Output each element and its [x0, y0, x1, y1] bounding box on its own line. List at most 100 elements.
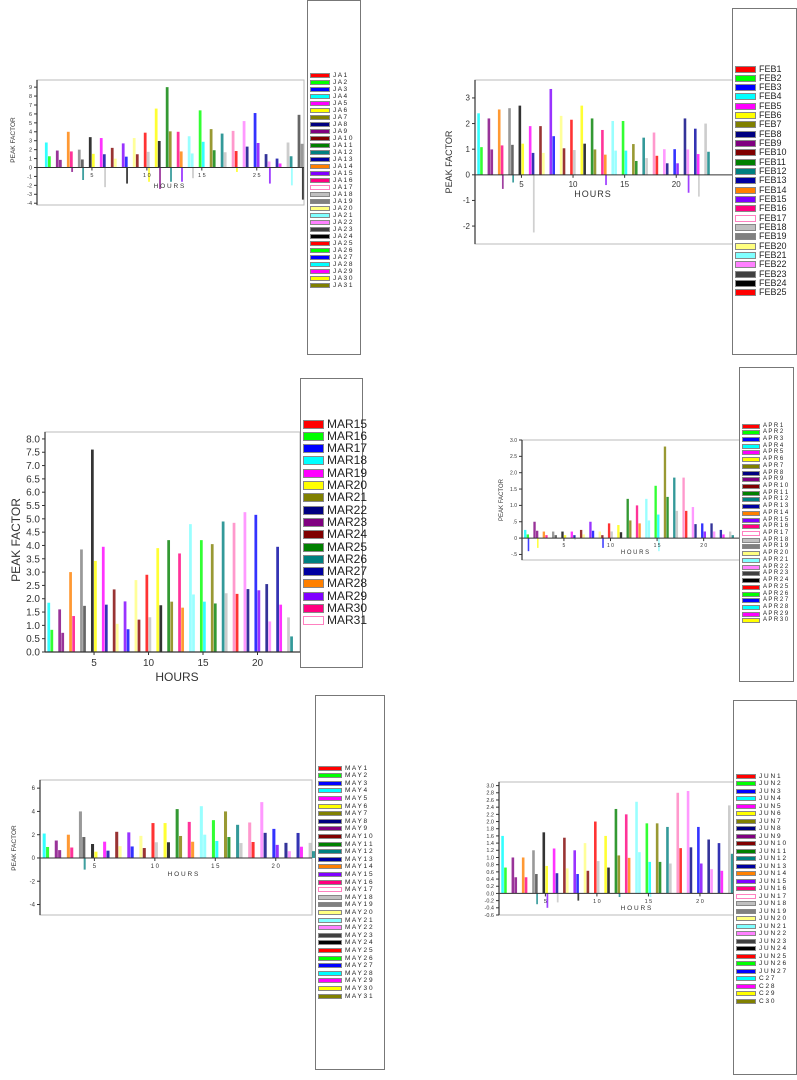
legend-item: J A 2 0 — [310, 205, 353, 212]
bar-max — [727, 805, 731, 894]
legend-item: A P R 1 5 — [742, 517, 788, 523]
bar-typical — [157, 140, 161, 168]
y-tick-label: -2 — [30, 879, 36, 885]
bar-typical — [135, 154, 139, 168]
legend-label: J A 7 — [333, 113, 348, 121]
chart-1: -4 -3 -2 -1 0 1 2 3 4 5 6 7 8 9 5 1 0 1 5 2 5 H O U R S PEA… — [10, 79, 305, 207]
y-tick-label: 0.0 — [486, 891, 494, 897]
bar-max — [611, 121, 615, 175]
bar-typical — [267, 161, 271, 168]
legend-swatch — [310, 156, 330, 162]
legend-swatch — [736, 781, 756, 786]
legend-item: MAR31 — [303, 614, 367, 626]
legend-swatch — [735, 65, 756, 73]
legend-item: J A 2 3 — [310, 226, 353, 233]
legend-label: MAR20 — [327, 478, 368, 492]
legend-item: J U N 1 4 — [736, 870, 786, 877]
legend-label: J A 1 8 — [333, 191, 353, 198]
legend-item: FEB7 — [735, 120, 782, 129]
legend-label: M A Y 2 7 — [345, 962, 373, 970]
legend-swatch — [736, 773, 756, 779]
legend-label: A P R 2 — [763, 429, 784, 436]
legend-item: A P R 2 1 — [742, 557, 788, 563]
bar-min — [618, 893, 621, 898]
legend-label: MAR22 — [327, 502, 368, 517]
legend-item: J U N 2 5 — [736, 953, 786, 959]
legend-swatch — [736, 848, 756, 854]
bar-typical — [565, 868, 569, 894]
bar-max — [691, 507, 695, 539]
bar-max — [243, 512, 247, 652]
legend-swatch — [310, 241, 330, 247]
legend-swatch — [742, 450, 760, 456]
legend-swatch — [742, 551, 760, 557]
legend-label: M A Y 3 1 — [345, 992, 373, 1000]
legend-swatch — [318, 871, 342, 877]
x-tick-label: 5 — [519, 180, 524, 189]
legend-label: J U N 1 2 — [759, 855, 787, 862]
legend-swatch — [310, 269, 330, 275]
bar-typical — [665, 163, 669, 175]
legend-item: M A Y 1 8 — [318, 894, 373, 900]
bar-max — [518, 105, 522, 175]
legend-swatch — [735, 177, 756, 185]
legend-item: M A Y 8 — [318, 818, 367, 824]
legend-label: C 2 7 — [759, 975, 775, 982]
legend-item: FEB13 — [735, 175, 787, 186]
legend-item: M A Y 2 1 — [318, 917, 373, 923]
legend-item: A P R 3 0 — [742, 617, 788, 624]
bar-max — [253, 113, 257, 168]
bar-typical — [168, 131, 172, 168]
legend-swatch — [736, 796, 756, 801]
bar-typical — [166, 842, 170, 858]
legend-swatch — [318, 818, 342, 824]
y-tick-label: -1 — [463, 196, 471, 205]
legend-swatch — [735, 168, 756, 176]
bar-max — [487, 118, 491, 175]
legend-swatch — [310, 184, 330, 190]
legend-item: FEB9 — [735, 139, 782, 148]
legend-label: FEB22 — [759, 259, 787, 270]
legend-label: J A 2 7 — [333, 254, 353, 262]
legend-swatch — [735, 289, 756, 297]
y-tick-label: 6 — [32, 786, 36, 792]
legend-item: FEB20 — [735, 241, 787, 250]
bar-typical — [647, 520, 651, 539]
legend-item: FEB2 — [735, 72, 782, 83]
bar-typical — [58, 159, 62, 168]
bar-typical — [213, 603, 217, 652]
legend-label: MAR23 — [327, 514, 368, 529]
bar-typical — [201, 141, 205, 168]
bar-typical — [224, 593, 228, 652]
legend-label: A P R 5 — [763, 449, 784, 456]
bar-typical — [126, 629, 130, 652]
legend-item: M A Y 1 5 — [318, 871, 373, 878]
legend-label: J U N 2 2 — [759, 930, 787, 937]
legend-label: MAR21 — [327, 490, 368, 505]
chart-2: -2 -1 0 1 2 3 5 10 15 20 HOURS PEAK FACTOR — [444, 79, 734, 245]
bar-min — [82, 167, 85, 180]
bar-max — [232, 522, 236, 652]
legend-item: C 3 0 — [736, 998, 775, 1004]
legend-label: FEB2 — [759, 72, 782, 83]
legend-label: FEB13 — [759, 175, 787, 186]
legend-swatch — [318, 932, 342, 938]
y-tick-label: 2 — [32, 833, 36, 839]
legend-swatch — [742, 544, 760, 550]
legend-swatch — [318, 925, 342, 931]
bar-max — [276, 546, 279, 652]
legend-item: M A Y 2 8 — [318, 970, 373, 976]
bar-typical — [658, 861, 662, 894]
legend-swatch — [736, 841, 756, 846]
legend-swatch — [736, 961, 756, 966]
y-tick-label: 3.0 — [510, 438, 517, 444]
legend-swatch — [742, 477, 760, 483]
bar-max — [176, 131, 180, 168]
y-tick-label: -0.6 — [485, 913, 494, 919]
legend-item: MAR30 — [303, 602, 367, 614]
bar-max — [165, 87, 169, 168]
x-tick-label: 20 — [252, 658, 264, 669]
bar-typical — [617, 855, 621, 894]
bar-max — [542, 832, 546, 894]
